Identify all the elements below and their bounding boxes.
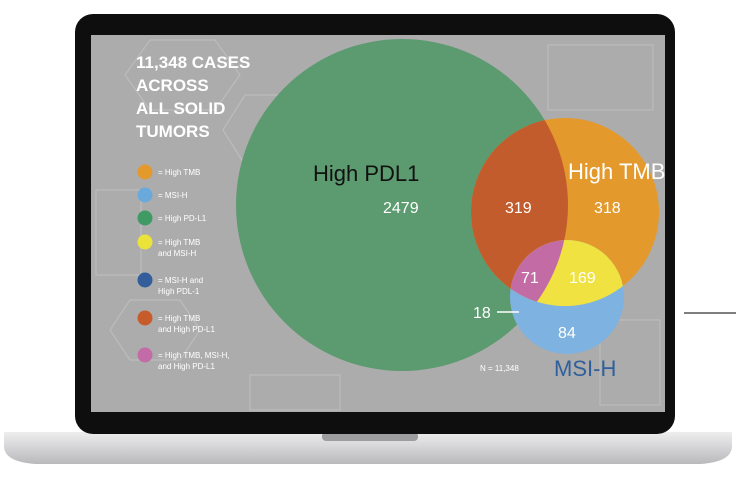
legend-label: = High TMB (158, 238, 200, 247)
legend-swatch (137, 234, 153, 250)
count-msi-only: 84 (558, 325, 576, 342)
legend-item: = MSI-H and High PDL-1 (137, 272, 203, 296)
legend-label: = High TMB, MSI-H, (158, 351, 230, 360)
count-tmb-msi: 169 (569, 270, 596, 287)
legend: = High TMB = MSI-H = High PD-L1 = High TMB a… (137, 164, 230, 371)
legend-item: = High TMB and MSI-H (137, 234, 200, 258)
headline-line: 11,348 CASES (136, 53, 250, 72)
legend-item: = High PD-L1 (137, 210, 207, 226)
headline-line: ALL SOLID (136, 99, 225, 118)
laptop-notch (322, 432, 418, 441)
label-high-tmb: High TMB (568, 159, 665, 184)
legend-swatch (137, 310, 153, 326)
n-label: N = 11,348 (480, 364, 519, 373)
legend-label: = MSI-H and (158, 276, 203, 285)
legend-label: High PDL-1 (158, 287, 200, 296)
count-pdl1-only: 2479 (383, 200, 419, 217)
legend-item: = High TMB (137, 164, 200, 180)
legend-swatch (137, 210, 153, 226)
count-tmb-only: 318 (594, 200, 621, 217)
legend-item: = MSI-H (137, 187, 188, 203)
headline: 11,348 CASES ACROSS ALL SOLID TUMORS (136, 53, 255, 141)
count-all-three: 71 (521, 270, 539, 287)
legend-label: = High TMB (158, 314, 200, 323)
legend-label: and High PD-L1 (158, 325, 215, 334)
headline-line: ACROSS (136, 76, 209, 95)
label-msi-h: MSI-H (554, 356, 616, 381)
legend-swatch (137, 272, 153, 288)
legend-label: and MSI-H (158, 249, 196, 258)
legend-label: = MSI-H (158, 191, 188, 200)
legend-label: = High TMB (158, 168, 200, 177)
legend-label: = High PD-L1 (158, 214, 207, 223)
count-tmb-pdl1: 319 (505, 200, 532, 217)
legend-item: = High TMB, MSI-H, and High PD-L1 (137, 347, 230, 371)
count-msi-pdl1: 18 (473, 305, 491, 322)
laptop-base (4, 432, 732, 464)
legend-swatch (137, 347, 153, 363)
legend-swatch (137, 187, 153, 203)
label-high-pdl1: High PDL1 (313, 161, 419, 186)
legend-item: = High TMB and High PD-L1 (137, 310, 215, 334)
legend-swatch (137, 164, 153, 180)
legend-label: and High PD-L1 (158, 362, 215, 371)
headline-line: TUMORS (136, 122, 210, 141)
circle-high-pdl1 (236, 39, 568, 371)
